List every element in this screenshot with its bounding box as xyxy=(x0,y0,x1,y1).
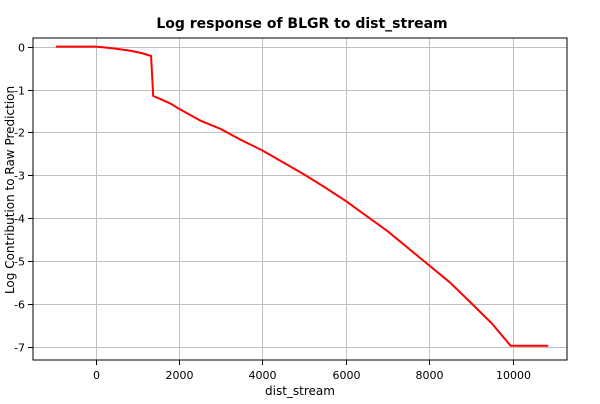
x-tick-label: 0 xyxy=(93,369,100,382)
tick-layer: 0 2000 4000 6000 8000 10000 0 -1 -2 -3 -4 -5 -6 -7 xyxy=(14,42,531,383)
y-tick-label: -5 xyxy=(14,256,25,269)
chart-title: Log response of BLGR to dist_stream xyxy=(156,16,447,32)
plot-frame xyxy=(32,37,568,361)
y-tick-label: -7 xyxy=(14,342,25,355)
x-tick-label: 10000 xyxy=(496,369,531,382)
y-tick-label: 0 xyxy=(18,42,25,55)
x-tick-label: 4000 xyxy=(249,369,277,382)
y-tick-label: -3 xyxy=(14,170,25,183)
y-tick-label: -6 xyxy=(14,299,25,312)
y-axis-label: Log Contribution to Raw Prediction xyxy=(3,86,17,294)
series-layer xyxy=(55,45,549,347)
y-tick-label: -4 xyxy=(14,213,25,226)
y-tick-label: -2 xyxy=(14,127,25,140)
x-axis-label: dist_stream xyxy=(265,384,335,398)
x-tick-label: 8000 xyxy=(416,369,444,382)
grid-lines xyxy=(33,38,567,360)
x-tick-label: 6000 xyxy=(333,369,361,382)
y-tick-label: -1 xyxy=(14,85,25,98)
x-tick-label: 2000 xyxy=(166,369,194,382)
series-line xyxy=(55,45,549,347)
